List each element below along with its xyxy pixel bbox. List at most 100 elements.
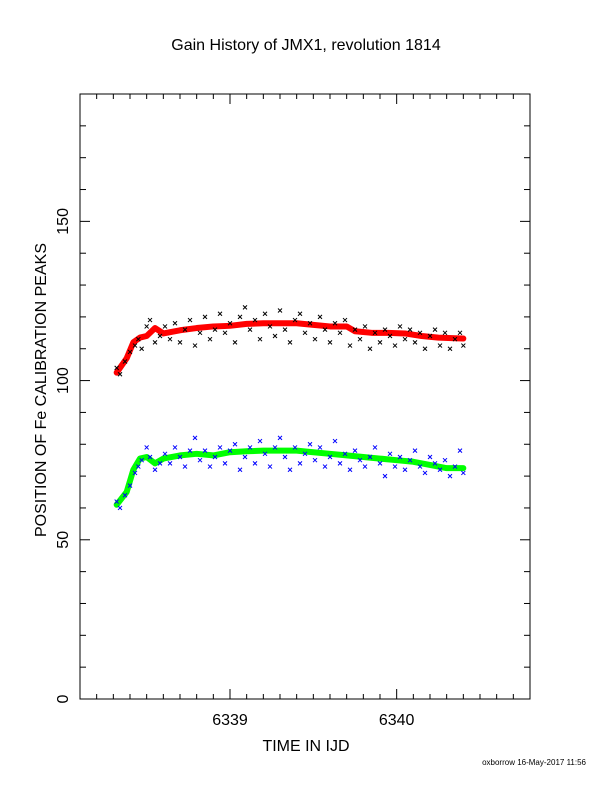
data-point-lower_points — [222, 461, 228, 466]
data-point-upper_points — [232, 340, 238, 345]
data-point-lower_points — [252, 461, 258, 466]
data-point-lower_points — [392, 464, 398, 469]
data-point-lower_points — [167, 461, 173, 466]
data-point-lower_points — [362, 464, 368, 469]
data-point-upper_points — [442, 330, 448, 336]
data-point-upper_points — [417, 330, 423, 336]
data-point-lower_points — [282, 454, 288, 460]
data-point-upper_points — [312, 336, 318, 342]
data-point-lower_points — [332, 438, 338, 444]
data-point-upper_points — [407, 327, 413, 332]
data-point-upper_points — [317, 314, 323, 320]
data-point-upper_points — [252, 317, 258, 323]
data-point-upper_points — [367, 346, 373, 352]
data-point-upper_points — [127, 349, 133, 355]
series-line-upper_fit — [113, 320, 467, 376]
data-point-upper_points — [362, 324, 368, 329]
chart-title: Gain History of JMX1, revolution 1814 — [171, 37, 441, 54]
data-point-lower_points — [442, 457, 448, 463]
data-point-upper_points — [352, 327, 358, 332]
data-point-lower_points — [135, 464, 141, 469]
data-point-upper_points — [432, 327, 438, 332]
data-point-lower_points — [162, 451, 168, 457]
data-point-lower_points — [427, 454, 433, 460]
data-point-upper_points — [227, 320, 233, 326]
data-point-lower_points — [212, 454, 218, 460]
data-point-lower_points — [437, 467, 443, 473]
data-point-lower_points — [357, 457, 363, 463]
axis-ticks — [79, 93, 531, 700]
data-point-lower_points — [202, 448, 208, 453]
data-point-upper_points — [457, 330, 463, 336]
data-point-upper_points — [135, 336, 141, 342]
data-point-lower_points — [272, 445, 278, 450]
data-point-lower_points — [217, 445, 223, 450]
data-point-upper_points — [157, 333, 163, 339]
data-point-lower_points — [397, 454, 403, 460]
data-point-lower_points — [232, 441, 238, 447]
data-point-upper_points — [322, 327, 328, 332]
data-point-upper_points — [132, 343, 138, 348]
data-point-upper_points — [122, 359, 128, 364]
data-point-lower_points — [122, 492, 128, 498]
data-point-lower_points — [187, 448, 193, 453]
data-point-lower_points — [447, 473, 453, 479]
data-point-lower_points — [292, 445, 298, 450]
data-point-lower_points — [139, 457, 145, 463]
data-point-upper_points — [302, 330, 308, 336]
data-point-lower_points — [432, 461, 438, 466]
data-point-upper_points — [292, 317, 298, 323]
data-point-lower_points — [372, 445, 378, 450]
data-point-lower_points — [412, 448, 418, 453]
data-point-lower_points — [127, 483, 133, 489]
data-point-lower_points — [457, 448, 463, 453]
data-point-upper_points — [402, 336, 408, 342]
data-point-upper_points — [422, 346, 428, 352]
data-point-upper_points — [247, 327, 253, 332]
data-point-upper_points — [297, 311, 303, 317]
data-point-lower_points — [327, 454, 333, 460]
data-point-lower_points — [242, 454, 248, 460]
y-tick-label: 50 — [55, 531, 72, 549]
data-point-lower_points — [277, 435, 283, 441]
data-point-lower_points — [367, 454, 373, 460]
data-point-upper_points — [437, 343, 443, 348]
data-point-upper_points — [307, 320, 313, 326]
data-point-upper_points — [382, 327, 388, 332]
data-point-upper_points — [217, 311, 223, 317]
data-point-upper_points — [287, 340, 293, 345]
data-point-upper_points — [139, 346, 145, 352]
data-point-lower_points — [460, 470, 466, 476]
data-point-upper_points — [427, 333, 433, 339]
data-point-lower_points — [307, 441, 313, 447]
data-point-upper_points — [162, 324, 168, 329]
data-point-upper_points — [202, 314, 208, 320]
data-point-upper_points — [347, 343, 353, 348]
data-point-upper_points — [242, 304, 248, 310]
data-point-lower_points — [312, 457, 318, 463]
data-point-lower_points — [207, 464, 213, 469]
data-point-lower_points — [417, 464, 423, 469]
axis-tick-labels: 0 50 100 150 6339 6340 — [55, 208, 415, 729]
footer-stamp: oxborrow 16-May-2017 11:56 — [482, 758, 586, 767]
plot-frame — [79, 93, 531, 700]
data-point-lower_points — [347, 467, 353, 473]
data-point-lower_points — [227, 448, 233, 453]
data-point-upper_points — [177, 340, 183, 345]
x-tick-label: 6339 — [212, 712, 248, 729]
data-point-upper_points — [377, 340, 383, 345]
data-point-upper_points — [387, 333, 393, 339]
data-point-lower_points — [237, 467, 243, 473]
data-point-lower_points — [287, 467, 293, 473]
y-tick-label: 100 — [55, 367, 72, 394]
data-point-lower_points — [302, 451, 308, 457]
data-point-lower_points — [342, 451, 348, 457]
data-marks — [113, 304, 467, 511]
data-point-lower_points — [407, 457, 413, 463]
data-point-upper_points — [117, 371, 123, 377]
data-point-upper_points — [114, 365, 120, 371]
data-point-upper_points — [207, 336, 213, 342]
data-point-upper_points — [412, 340, 418, 345]
data-point-upper_points — [397, 324, 403, 329]
